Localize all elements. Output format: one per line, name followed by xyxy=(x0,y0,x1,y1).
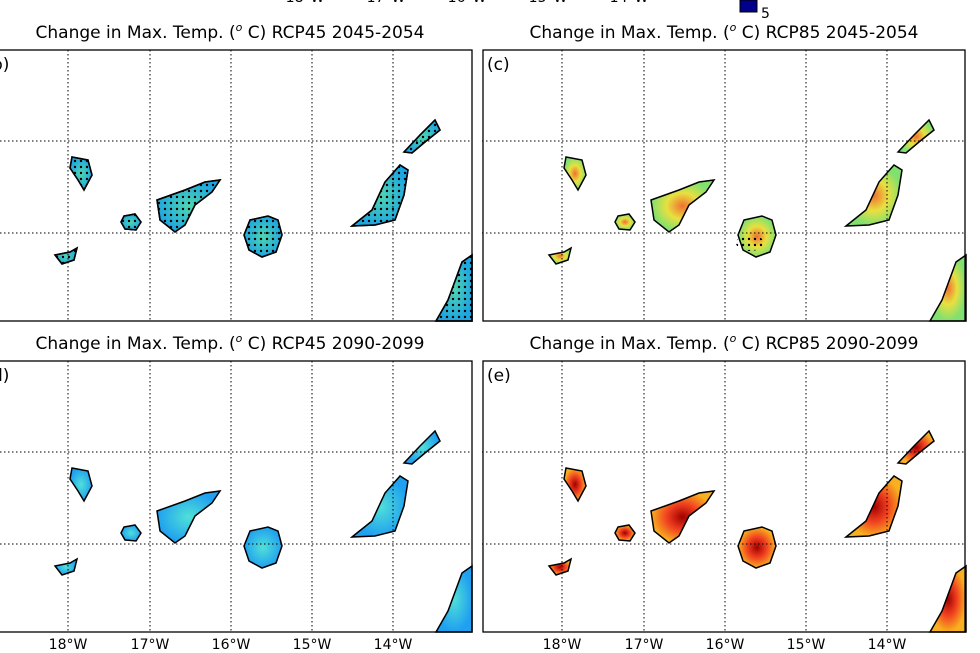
top-tick-label: 15°W xyxy=(529,0,568,6)
panel-title: Change in Max. Temp. (o C) RCP45 2090-20… xyxy=(36,332,425,354)
title-superscript: o xyxy=(730,332,737,345)
panel-frame xyxy=(0,360,473,633)
map-panel: Change in Max. Temp. (o C) RCP45 2045-20… xyxy=(0,21,473,322)
panel-frame xyxy=(0,49,473,322)
map-panel: Change in Max. Temp. (o C) RCP85 2045-20… xyxy=(482,21,967,322)
title-text: Change in Max. Temp. ( xyxy=(36,23,236,43)
title-text: C) RCP85 2090-2099 xyxy=(736,334,918,354)
panel-label: (c) xyxy=(487,55,510,75)
title-text: Change in Max. Temp. ( xyxy=(530,334,730,354)
title-text: C) RCP45 2045-2054 xyxy=(242,23,424,43)
significance-stipple xyxy=(736,235,764,251)
colorbar-swatch xyxy=(739,0,758,13)
panel-title: Change in Max. Temp. (o C) RCP45 2045-20… xyxy=(36,21,425,43)
islands xyxy=(548,119,967,322)
significance-stipple xyxy=(54,119,473,322)
top-tick-label: 18°W xyxy=(286,0,325,6)
title-text: Change in Max. Temp. ( xyxy=(36,334,236,354)
top-tick-label: 16°W xyxy=(448,0,487,6)
map-panel: Change in Max. Temp. (o C) RCP45 2090-20… xyxy=(0,332,473,653)
x-tick-label: 15°W xyxy=(293,637,332,653)
islands xyxy=(54,430,473,633)
map-panel: Change in Max. Temp. (o C) RCP85 2090-20… xyxy=(482,332,967,653)
top-tick-label: 17°W xyxy=(367,0,406,6)
panel-label: d) xyxy=(0,366,9,386)
panel-label: b) xyxy=(0,55,9,75)
title-text: C) RCP45 2090-2099 xyxy=(242,334,424,354)
top-tick-label: 14°W xyxy=(610,0,649,6)
panel-label: (e) xyxy=(487,366,511,386)
title-text: C) RCP85 2045-2054 xyxy=(736,23,918,43)
x-tick-label: 17°W xyxy=(625,637,664,653)
colorbar-tick: 5 xyxy=(761,6,770,22)
title-superscript: o xyxy=(236,21,243,34)
x-tick-label: 16°W xyxy=(212,637,251,653)
x-tick-label: 18°W xyxy=(543,637,582,653)
x-tick-label: 14°W xyxy=(868,637,907,653)
title-text: Change in Max. Temp. ( xyxy=(530,23,730,43)
x-tick-label: 18°W xyxy=(49,637,88,653)
title-superscript: o xyxy=(236,332,243,345)
panel-title: Change in Max. Temp. (o C) RCP85 2045-20… xyxy=(530,21,919,43)
x-tick-label: 17°W xyxy=(131,637,170,653)
title-superscript: o xyxy=(730,21,737,34)
panel-title: Change in Max. Temp. (o C) RCP85 2090-20… xyxy=(530,332,919,354)
panel-frame xyxy=(482,360,966,633)
islands xyxy=(548,430,967,633)
x-tick-label: 14°W xyxy=(374,637,413,653)
x-tick-label: 16°W xyxy=(706,637,745,653)
x-tick-label: 15°W xyxy=(787,637,826,653)
panel-frame xyxy=(482,49,966,322)
